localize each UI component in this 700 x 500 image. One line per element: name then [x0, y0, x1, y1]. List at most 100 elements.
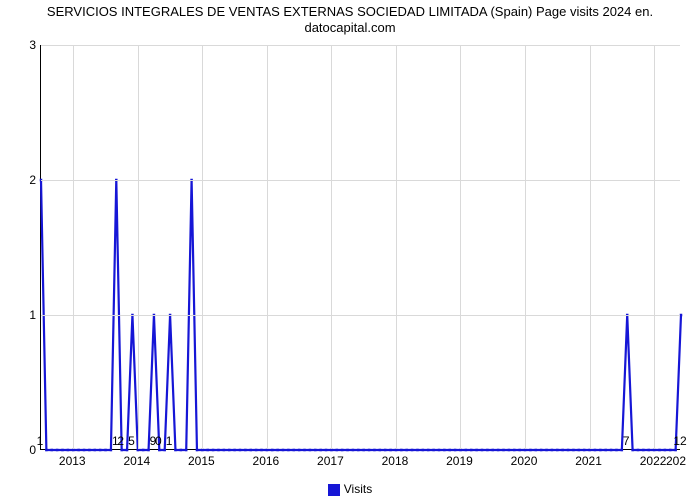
series-marker — [578, 449, 581, 452]
series-marker — [206, 449, 209, 452]
series-marker — [357, 449, 360, 452]
x-tick-label: 2015 — [188, 454, 215, 468]
series-marker — [271, 449, 274, 452]
series-marker — [309, 449, 312, 452]
series-marker — [282, 449, 285, 452]
series-marker — [631, 449, 634, 452]
series-marker — [680, 314, 683, 317]
x-tick-label: 2017 — [317, 454, 344, 468]
legend-swatch — [328, 484, 340, 496]
series-marker — [604, 449, 607, 452]
series-marker — [395, 449, 398, 452]
series-marker — [336, 449, 339, 452]
series-marker — [352, 449, 355, 452]
series-marker — [298, 449, 301, 452]
series-marker — [266, 449, 269, 452]
series-marker — [174, 449, 177, 452]
series-marker — [610, 449, 613, 452]
x-tick-label: 2021 — [575, 454, 602, 468]
series-marker — [508, 449, 511, 452]
series-marker — [448, 449, 451, 452]
x-tick-label: 2013 — [59, 454, 86, 468]
series-marker — [228, 449, 231, 452]
chart-container: SERVICIOS INTEGRALES DE VENTAS EXTERNAS … — [0, 0, 700, 500]
series-marker — [658, 449, 661, 452]
series-marker — [88, 449, 91, 452]
x-tick-label: 2022 — [640, 454, 667, 468]
series-marker — [330, 449, 333, 452]
gridline-vertical — [590, 45, 591, 449]
series-marker — [669, 449, 672, 452]
series-marker — [545, 449, 548, 452]
series-marker — [411, 449, 414, 452]
series-marker — [459, 449, 462, 452]
series-marker — [362, 449, 365, 452]
series-marker — [72, 449, 75, 452]
gridline-vertical — [525, 45, 526, 449]
series-marker — [368, 449, 371, 452]
gridline-vertical — [396, 45, 397, 449]
y-tick-label: 0 — [6, 443, 36, 457]
series-marker — [94, 449, 97, 452]
series-marker — [61, 449, 64, 452]
series-marker — [223, 449, 226, 452]
series-marker — [319, 449, 322, 452]
series-marker — [432, 449, 435, 452]
series-marker — [443, 449, 446, 452]
title-line-2: datocapital.com — [304, 20, 395, 35]
series-marker — [540, 449, 543, 452]
series-marker — [45, 449, 48, 452]
series-marker — [244, 449, 247, 452]
series-marker — [99, 449, 102, 452]
series-marker — [56, 449, 59, 452]
series-marker — [572, 449, 575, 452]
series-marker — [163, 449, 166, 452]
series-marker — [185, 449, 188, 452]
series-marker — [653, 449, 656, 452]
series-marker — [427, 449, 430, 452]
series-marker — [158, 449, 161, 452]
series-marker — [400, 449, 403, 452]
series-marker — [142, 449, 145, 452]
series-marker — [664, 449, 667, 452]
series-marker — [293, 449, 296, 452]
series-marker — [217, 449, 220, 452]
series-marker — [83, 449, 86, 452]
x-tick-label: 2019 — [446, 454, 473, 468]
series-marker — [255, 449, 258, 452]
series-marker — [470, 449, 473, 452]
value-label: 2 — [117, 434, 124, 448]
series-marker — [77, 449, 80, 452]
series-marker — [465, 449, 468, 452]
series-marker — [287, 449, 290, 452]
series-marker — [233, 449, 236, 452]
series-marker — [373, 449, 376, 452]
series-marker — [126, 449, 129, 452]
series-marker — [674, 449, 677, 452]
series-marker — [104, 449, 107, 452]
y-tick-label: 1 — [6, 308, 36, 322]
series-marker — [438, 449, 441, 452]
series-marker — [551, 449, 554, 452]
series-marker — [422, 449, 425, 452]
gridline-vertical — [654, 45, 655, 449]
series-marker — [637, 449, 640, 452]
series-marker — [454, 449, 457, 452]
series-marker — [180, 449, 183, 452]
value-label: 1 — [166, 434, 173, 448]
gridline-vertical — [138, 45, 139, 449]
series-marker — [492, 449, 495, 452]
value-label: 0 — [155, 434, 162, 448]
series-marker — [51, 449, 54, 452]
series-marker — [239, 449, 242, 452]
plot-area — [40, 45, 680, 450]
gridline-vertical — [331, 45, 332, 449]
series-marker — [389, 449, 392, 452]
series-marker — [196, 449, 199, 452]
series-marker — [325, 449, 328, 452]
series-marker — [615, 449, 618, 452]
series-marker — [561, 449, 564, 452]
gridline-vertical — [73, 45, 74, 449]
series-marker — [486, 449, 489, 452]
x-tick-label: 2020 — [511, 454, 538, 468]
